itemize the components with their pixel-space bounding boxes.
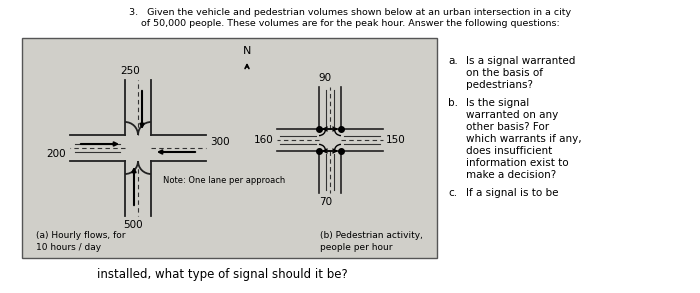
Text: 500: 500: [123, 220, 143, 230]
Text: 250: 250: [120, 66, 140, 76]
Text: 10 hours / day: 10 hours / day: [36, 243, 101, 252]
Text: c.: c.: [448, 188, 457, 198]
Text: people per hour: people per hour: [320, 243, 393, 252]
Text: 300: 300: [210, 137, 230, 147]
Text: which warrants if any,: which warrants if any,: [466, 134, 582, 144]
Text: 70: 70: [319, 197, 332, 207]
Text: information exist to: information exist to: [466, 158, 568, 168]
Bar: [22, 38, 437, 258]
Text: 90: 90: [318, 73, 332, 83]
Text: Is a signal warranted: Is a signal warranted: [466, 56, 575, 66]
Text: pedestrians?: pedestrians?: [466, 80, 533, 90]
Text: does insufficient: does insufficient: [466, 146, 552, 156]
Text: a.: a.: [448, 56, 458, 66]
Text: If a signal is to be: If a signal is to be: [466, 188, 559, 198]
Text: on the basis of: on the basis of: [466, 68, 543, 78]
Text: (b) Pedestrian activity,: (b) Pedestrian activity,: [320, 231, 423, 240]
Text: (a) Hourly flows, for: (a) Hourly flows, for: [36, 231, 125, 240]
Text: 3.   Given the vehicle and pedestrian volumes shown below at an urban intersecti: 3. Given the vehicle and pedestrian volu…: [129, 8, 571, 17]
Text: Is the signal: Is the signal: [466, 98, 529, 108]
Text: warranted on any: warranted on any: [466, 110, 559, 120]
Text: b.: b.: [448, 98, 458, 108]
Text: N: N: [243, 46, 251, 56]
Text: other basis? For: other basis? For: [466, 122, 549, 132]
Text: Note: One lane per approach: Note: One lane per approach: [163, 176, 286, 185]
Text: of 50,000 people. These volumes are for the peak hour. Answer the following ques: of 50,000 people. These volumes are for …: [141, 19, 559, 28]
Text: installed, what type of signal should it be?: installed, what type of signal should it…: [97, 268, 347, 281]
Text: 200: 200: [46, 149, 66, 159]
Text: 150: 150: [386, 135, 406, 145]
Text: make a decision?: make a decision?: [466, 170, 556, 180]
Text: 160: 160: [254, 135, 274, 145]
